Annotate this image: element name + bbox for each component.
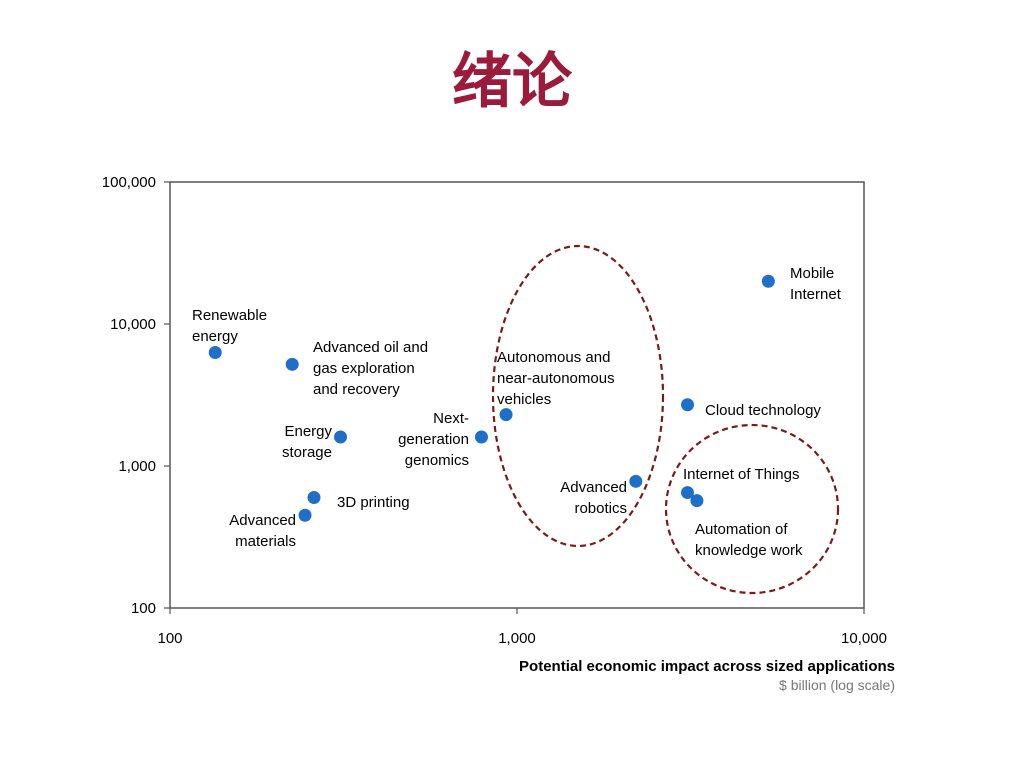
data-point-label-line: 3D printing	[337, 494, 410, 511]
x-axis-unit: $ billion (log scale)	[779, 677, 895, 693]
data-point-label-line: Internet	[790, 286, 842, 303]
data-point-label: Cloud technology	[705, 402, 821, 419]
data-point-label: Automation of knowledge work	[695, 521, 803, 559]
data-point	[208, 345, 222, 359]
data-point	[474, 430, 488, 444]
data-point-label: Next-generation genomics	[398, 410, 469, 469]
data-point-label-line: Mobile	[790, 265, 834, 282]
data-point-label-line: Advanced	[560, 479, 627, 496]
data-point-label-line: and recovery	[313, 381, 400, 398]
data-point-label: Advanced oil and gas exploration and recov…	[313, 339, 428, 398]
data-point	[285, 357, 299, 371]
data-point-label-line: gas exploration	[313, 360, 415, 377]
data-point-label: Autonomous and near-autonomous vehicles	[497, 349, 615, 408]
data-point-label: Mobile Internet	[790, 265, 842, 303]
data-point-label-line: robotics	[574, 500, 627, 517]
data-point-label-line: genomics	[405, 452, 469, 469]
data-point-label-line: Internet of Things	[683, 466, 799, 483]
x-tick-label: 10,000	[841, 630, 887, 647]
y-tick-label: 1,000	[118, 458, 156, 475]
highlight-circle-iot-automation	[664, 423, 840, 595]
data-point-label-line: Renewable	[192, 307, 267, 324]
data-point-label-line: energy	[192, 328, 238, 345]
data-point	[499, 408, 513, 422]
data-point-label-line: vehicles	[497, 391, 551, 408]
data-point-label-line: Automation of	[695, 521, 788, 538]
data-point	[307, 491, 321, 505]
x-axis-label: Potential economic impact across sized a…	[519, 658, 895, 675]
data-point-label-line: near-autonomous	[497, 370, 615, 387]
data-point-label-line: Energy	[284, 423, 332, 440]
data-point	[629, 474, 643, 488]
y-tick-label: 100	[131, 600, 156, 617]
y-tick-label: 10,000	[110, 316, 156, 333]
data-point-label-line: Advanced	[229, 512, 296, 529]
data-point-label: Energy storage	[282, 423, 333, 461]
data-point-label-line: knowledge work	[695, 542, 803, 559]
data-point-label-line: Next-	[433, 410, 469, 427]
data-point	[681, 398, 695, 412]
data-point	[298, 508, 312, 522]
data-point-label: 3D printing	[337, 494, 410, 511]
data-point-label-line: storage	[282, 444, 332, 461]
x-tick-label: 1,000	[498, 630, 536, 647]
data-point	[681, 486, 695, 500]
x-tick-label: 100	[157, 630, 182, 647]
data-point-label: Internet of Things	[683, 466, 799, 483]
data-point-label-line: Cloud technology	[705, 402, 821, 419]
page-title: 绪论	[452, 47, 572, 117]
data-point-label-line: Autonomous and	[497, 349, 610, 366]
data-point	[690, 494, 704, 508]
data-point-label-line: generation	[398, 431, 469, 448]
data-point-label-line: materials	[235, 533, 296, 550]
data-point-label: Advanced robotics	[560, 479, 627, 517]
data-point	[761, 274, 775, 288]
highlight-ellipse-vehicles-robotics	[491, 244, 665, 548]
y-tick-label: 100,000	[102, 174, 156, 191]
data-point-label-line: Advanced oil and	[313, 339, 428, 356]
data-point-label: Renewable energy	[192, 307, 267, 345]
data-point-label: Advanced materials	[229, 512, 296, 550]
data-point	[334, 430, 348, 444]
